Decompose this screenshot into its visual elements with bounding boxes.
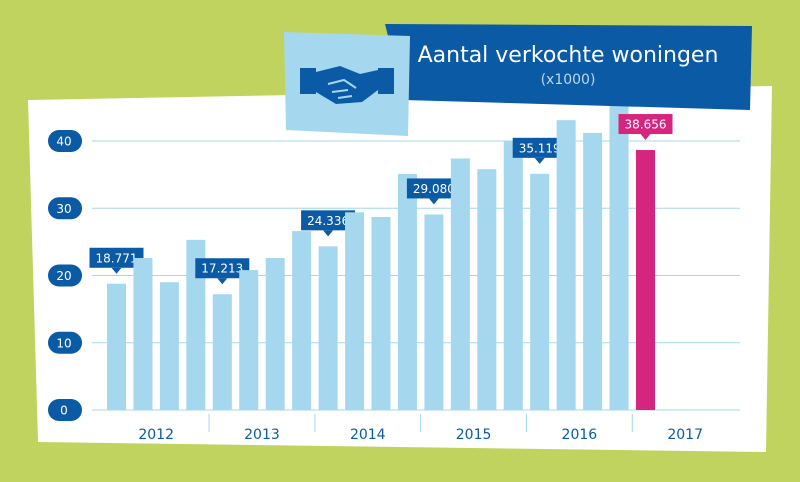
chart-subtitle: (x1000) bbox=[541, 72, 596, 88]
bar bbox=[159, 282, 179, 410]
x-tick-label: 2016 bbox=[562, 427, 598, 443]
value-label: 29.080 bbox=[413, 182, 455, 196]
value-label-box bbox=[301, 210, 356, 231]
bar bbox=[530, 173, 550, 410]
bar bbox=[556, 120, 576, 410]
x-tick-label: 2013 bbox=[244, 427, 280, 443]
bar bbox=[636, 150, 655, 411]
x-tick-label: 2017 bbox=[667, 427, 703, 443]
bar bbox=[583, 132, 603, 410]
value-label-pointer bbox=[640, 134, 651, 141]
icon-cuff-left bbox=[300, 68, 316, 94]
y-tick-label: 20 bbox=[56, 269, 71, 283]
bar bbox=[450, 158, 470, 410]
value-label: 24.336 bbox=[307, 214, 349, 228]
y-tick-label: 10 bbox=[56, 336, 71, 350]
value-label-box bbox=[406, 178, 461, 199]
value-label-pointer bbox=[111, 267, 122, 274]
bar bbox=[239, 270, 259, 410]
value-label-pointer bbox=[217, 278, 228, 285]
bar bbox=[107, 283, 126, 410]
y-tick-label: 0 bbox=[60, 404, 68, 418]
x-tick-label: 2012 bbox=[138, 427, 174, 443]
plot-area: 0 10 20 30 40 18.771 17.213 24.336 29.080 35.119 3… bbox=[48, 97, 740, 443]
icon-cuff-right bbox=[378, 68, 394, 94]
value-label: 38.656 bbox=[625, 118, 667, 132]
y-tick-badge bbox=[48, 130, 82, 152]
bar bbox=[186, 239, 206, 410]
value-label-box bbox=[195, 258, 250, 279]
chart-title: Aantal verkochte woningen bbox=[418, 43, 719, 68]
value-label-box bbox=[512, 137, 567, 158]
bar bbox=[133, 258, 153, 410]
y-tick-label: 30 bbox=[56, 202, 71, 216]
icon-hands bbox=[316, 66, 378, 104]
value-label-pointer bbox=[428, 198, 439, 205]
value-label-box bbox=[618, 114, 673, 135]
y-tick-badge bbox=[48, 197, 82, 220]
value-label-pointer bbox=[323, 230, 334, 237]
bar bbox=[371, 216, 391, 410]
x-tick-label: 2014 bbox=[350, 427, 386, 443]
bar bbox=[424, 214, 444, 410]
bar bbox=[345, 212, 365, 410]
y-tick-label: 40 bbox=[56, 135, 71, 149]
y-tick-badge bbox=[48, 264, 82, 287]
icon-fingers bbox=[327, 78, 357, 99]
value-label-box bbox=[89, 247, 144, 268]
bar bbox=[503, 141, 523, 410]
bar bbox=[265, 258, 285, 410]
value-label: 17.213 bbox=[201, 262, 243, 276]
bar bbox=[609, 97, 629, 411]
title-banner bbox=[385, 24, 752, 110]
value-label-pointer bbox=[534, 157, 545, 164]
bar bbox=[292, 231, 312, 410]
bar bbox=[477, 169, 497, 410]
x-tick-label: 2015 bbox=[456, 427, 492, 443]
value-label: 18.771 bbox=[96, 251, 138, 265]
y-tick-badge bbox=[48, 399, 82, 421]
value-label: 35.119 bbox=[519, 141, 561, 155]
bar bbox=[212, 294, 232, 410]
y-tick-badge bbox=[48, 331, 82, 354]
bar bbox=[318, 246, 338, 410]
bar bbox=[397, 173, 417, 410]
icon-box bbox=[284, 32, 410, 136]
